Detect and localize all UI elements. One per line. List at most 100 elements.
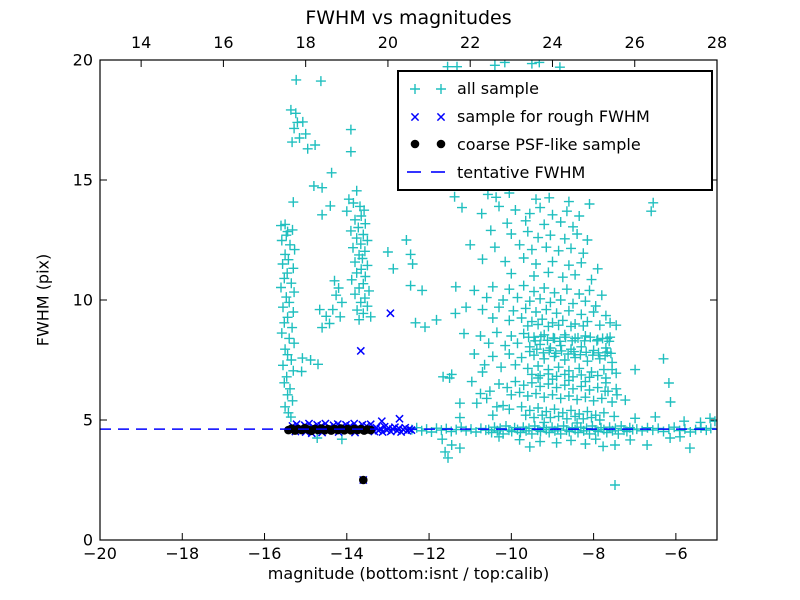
- y-tick-label: 0: [82, 530, 93, 550]
- scatter-point-plus: [555, 217, 566, 227]
- scatter-point-plus: [459, 328, 469, 339]
- scatter-point-plus: [520, 410, 531, 421]
- scatter-point-plus: [642, 440, 653, 450]
- scatter-point-plus: [481, 292, 492, 303]
- scatter-point-plus: [648, 197, 659, 208]
- scatter-point-plus: [405, 249, 416, 260]
- scatter-point-plus: [605, 317, 616, 328]
- scatter-point-plus: [650, 411, 661, 422]
- scatter-point-plus: [547, 256, 558, 267]
- scatter-point-plus: [310, 140, 321, 150]
- scatter-point-plus: [596, 290, 607, 301]
- x-axis-label: magnitude (bottom:isnt / top:calib): [267, 564, 550, 583]
- scatter-point-plus: [568, 383, 578, 394]
- scatter-point-plus: [326, 167, 337, 178]
- x-bottom-tick-label: −18: [165, 544, 200, 563]
- scatter-point-plus: [416, 425, 427, 436]
- scatter-point-plus: [461, 302, 472, 313]
- scatter-point-plus: [276, 235, 287, 246]
- scatter-point-plus: [289, 244, 300, 255]
- scatter-point-plus: [351, 267, 362, 278]
- scatter-point-plus: [510, 376, 521, 387]
- scatter-point-plus: [535, 381, 546, 392]
- series-x: [288, 309, 416, 485]
- scatter-point-plus: [327, 304, 338, 315]
- scatter-point-plus: [582, 316, 593, 327]
- scatter-point-plus: [518, 380, 529, 391]
- chart-title: FWHM vs magnitudes: [305, 7, 512, 29]
- scatter-point-plus: [553, 411, 564, 422]
- scatter-point-plus: [289, 287, 300, 298]
- x-top-tick-label: 28: [706, 33, 728, 52]
- scatter-point-plus: [658, 353, 669, 364]
- scatter-point-plus: [353, 222, 364, 233]
- scatter-point-plus: [526, 244, 537, 255]
- scatter-point-plus: [557, 315, 568, 326]
- scatter-point-plus: [563, 196, 574, 207]
- scatter-point-plus: [475, 331, 486, 341]
- scatter-point-plus: [286, 278, 297, 289]
- scatter-point-plus: [280, 249, 291, 260]
- scatter-point-plus: [287, 224, 298, 235]
- scatter-point-plus: [350, 214, 360, 225]
- scatter-point-plus: [533, 373, 544, 383]
- scatter-point-plus: [438, 371, 449, 382]
- scatter-point-plus: [555, 393, 566, 404]
- scatter-point-plus: [502, 218, 513, 229]
- scatter-point-plus: [545, 297, 556, 308]
- scatter-point-plus: [522, 320, 533, 331]
- scatter-point-plus: [518, 253, 529, 263]
- scatter-point-plus: [446, 369, 457, 380]
- scatter-point-plus: [535, 202, 546, 213]
- scatter-point-plus: [491, 327, 502, 338]
- scatter-point-plus: [563, 391, 574, 401]
- scatter-point-plus: [600, 343, 611, 353]
- scatter-point-plus: [630, 413, 641, 424]
- scatter-point-plus: [496, 362, 507, 373]
- scatter-point-plus: [559, 380, 570, 391]
- scatter-point-plus: [348, 242, 358, 253]
- scatter-point-plus: [541, 304, 552, 315]
- scatter-point-plus: [510, 359, 521, 370]
- scatter-point-plus: [321, 311, 332, 322]
- scatter-point-plus: [584, 285, 595, 296]
- y-axis-label: FWHM (pix): [33, 253, 53, 347]
- scatter-point-plus: [345, 124, 356, 135]
- x-glyph: [410, 112, 446, 121]
- dashed-line-icon: [399, 161, 457, 183]
- scatter-point-plus: [281, 371, 292, 382]
- scatter-point-plus: [586, 412, 597, 423]
- scatter-point-plus: [524, 423, 534, 434]
- scatter-point-plus: [504, 315, 515, 326]
- scatter-point-plus: [360, 218, 371, 229]
- scatter-point-plus: [296, 366, 307, 377]
- scatter-point-plus: [382, 247, 393, 257]
- legend-row-tentative-fwhm: tentative FWHM: [399, 159, 711, 185]
- scatter-point-x: [356, 346, 365, 356]
- scatter-point-plus: [551, 437, 562, 448]
- scatter-point-plus: [588, 307, 599, 317]
- scatter-point-plus: [561, 206, 572, 217]
- scatter-point-plus: [287, 322, 298, 333]
- x-top-tick-label: 14: [130, 33, 152, 52]
- scatter-point-plus: [356, 211, 367, 221]
- scatter-point-plus: [590, 410, 601, 421]
- scatter-point-plus: [563, 260, 574, 271]
- scatter-point-plus: [281, 292, 292, 303]
- scatter-point-plus: [446, 426, 457, 437]
- scatter-point-plus: [566, 321, 576, 332]
- scatter-point-plus: [358, 229, 369, 240]
- scatter-point-plus: [518, 280, 529, 291]
- x-top-tick-label: 18: [295, 33, 316, 52]
- scatter-point-plus: [506, 268, 517, 279]
- scatter-point-plus: [312, 433, 323, 443]
- scatter-point-plus: [279, 317, 290, 328]
- legend-label: sample for rough FWHM: [457, 107, 650, 127]
- scatter-point-plus: [487, 351, 498, 362]
- scatter-point-plus: [355, 239, 366, 250]
- legend-label: all sample: [457, 79, 539, 99]
- scatter-point-plus: [345, 225, 356, 236]
- scatter-point-plus: [580, 376, 591, 387]
- scatter-point-dot: [366, 425, 376, 435]
- scatter-point-plus: [582, 356, 593, 367]
